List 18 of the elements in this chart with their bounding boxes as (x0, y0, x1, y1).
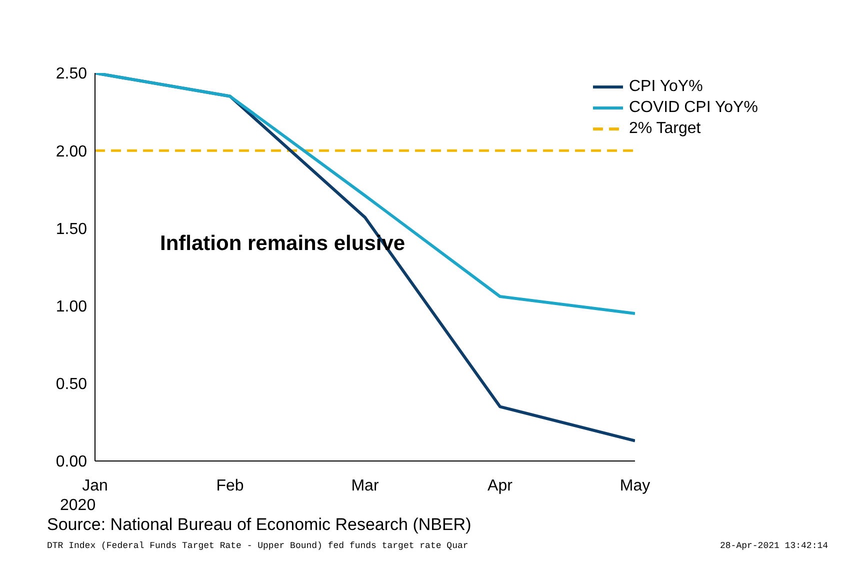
y-tick-label: 0.00 (56, 454, 88, 471)
y-tick-label: 0.50 (56, 376, 88, 394)
text: 28-Apr-2021 13:42:14 (720, 541, 828, 551)
y-tick-label: 2.00 (56, 143, 88, 160)
text: DTR Index (Federal Funds Target Rate - Upper Bound) fed funds target rate Quar (47, 541, 468, 551)
y-tick-label: 1.00 (56, 298, 88, 316)
x-tick-label: Mar (351, 477, 380, 494)
y-tick-label: 2.50 (56, 66, 88, 83)
legend-label: COVID CPI YoY% (629, 98, 758, 118)
x-tick-label: Apr (488, 477, 514, 494)
text: 2020 (60, 497, 96, 515)
y-tick-label: 1.50 (56, 220, 88, 238)
legend-label: 2% Target (629, 119, 701, 139)
x-tick-label: Jan (82, 477, 108, 494)
x-tick-label: Feb (216, 477, 244, 494)
source-note: Source: National Bureau of Economic Research (NBER) (47, 515, 472, 535)
legend-label: CPI YoY% (629, 77, 703, 97)
x-tick-label: May (620, 477, 650, 494)
